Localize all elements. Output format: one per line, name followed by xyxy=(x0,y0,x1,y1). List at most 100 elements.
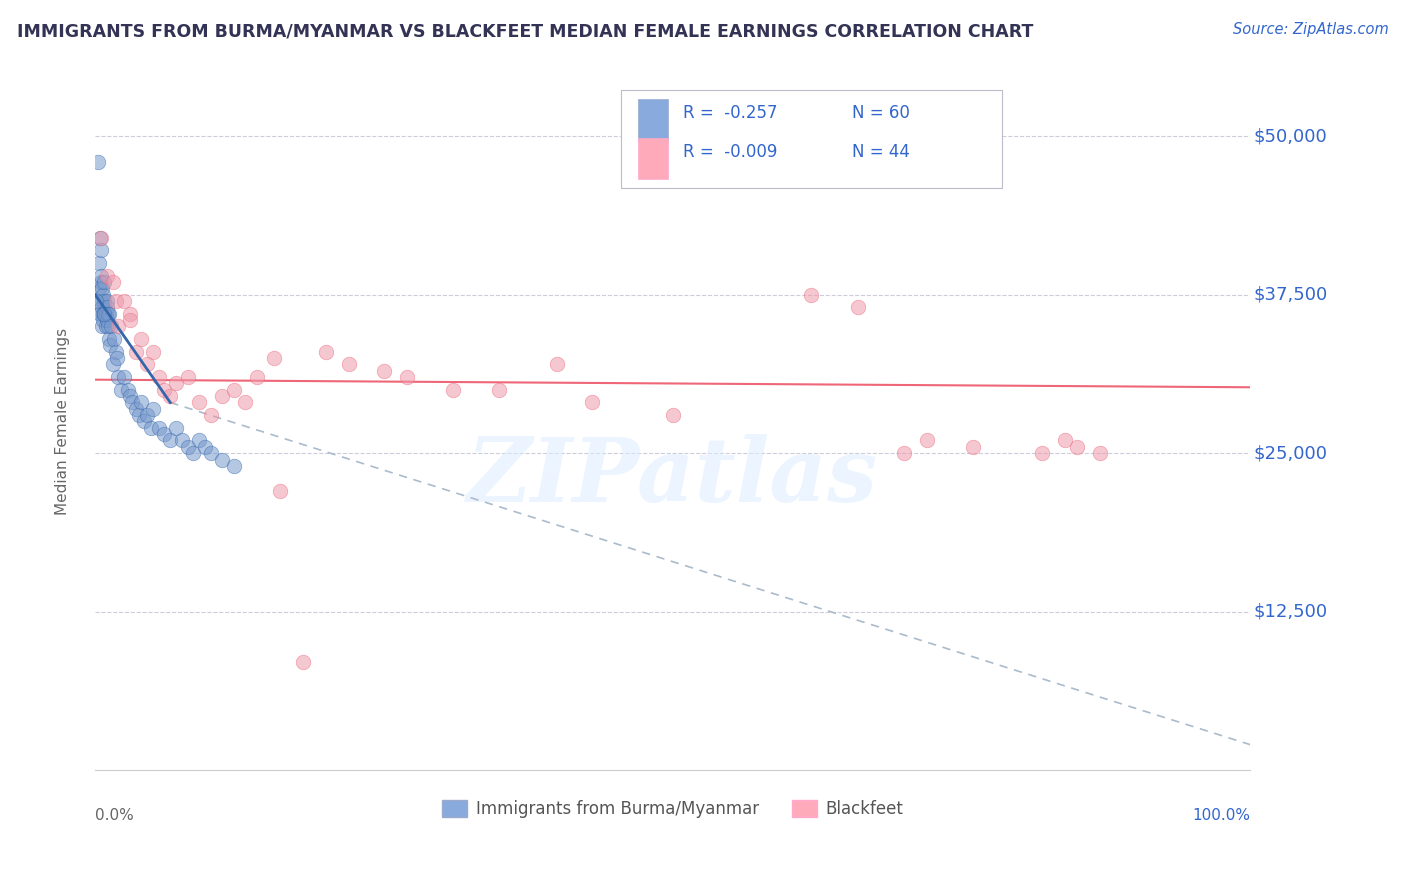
Point xyxy=(91,281,114,295)
Point xyxy=(222,383,245,397)
Point xyxy=(1031,446,1053,460)
Point xyxy=(112,294,135,309)
Point xyxy=(97,319,120,334)
Text: 100.0%: 100.0% xyxy=(1192,808,1250,823)
Point xyxy=(93,275,115,289)
Point xyxy=(142,401,165,416)
Point xyxy=(176,440,198,454)
Point xyxy=(90,244,112,258)
Point xyxy=(96,301,118,315)
Point xyxy=(98,338,121,352)
Point xyxy=(211,389,233,403)
Point xyxy=(132,415,155,429)
Point xyxy=(112,370,135,384)
Point xyxy=(89,307,111,321)
Point xyxy=(396,370,419,384)
Point xyxy=(87,281,110,295)
Point xyxy=(89,231,111,245)
Text: N = 60: N = 60 xyxy=(852,104,910,122)
Point xyxy=(153,383,176,397)
Point xyxy=(128,408,150,422)
Point xyxy=(148,370,170,384)
Legend: Immigrants from Burma/Myanmar, Blackfeet: Immigrants from Burma/Myanmar, Blackfeet xyxy=(436,793,910,824)
Point xyxy=(86,154,108,169)
Point xyxy=(142,344,165,359)
Text: Median Female Earnings: Median Female Earnings xyxy=(55,328,70,515)
Point xyxy=(90,268,112,283)
Point xyxy=(90,275,112,289)
Point xyxy=(86,294,108,309)
Point xyxy=(98,307,121,321)
Point xyxy=(1066,440,1088,454)
Point xyxy=(103,332,125,346)
Point xyxy=(183,446,205,460)
Point xyxy=(246,370,269,384)
Point xyxy=(269,484,291,499)
Text: $50,000: $50,000 xyxy=(1254,128,1327,145)
Point xyxy=(200,446,222,460)
Point xyxy=(98,332,121,346)
Point xyxy=(97,307,120,321)
Point xyxy=(96,294,118,309)
Point xyxy=(139,421,162,435)
Point xyxy=(96,268,118,283)
Point xyxy=(1088,446,1111,460)
FancyBboxPatch shape xyxy=(620,90,1002,188)
Point xyxy=(200,408,222,422)
Point xyxy=(90,231,112,245)
Point xyxy=(441,383,464,397)
Point xyxy=(159,389,181,403)
Point xyxy=(153,427,176,442)
Point xyxy=(105,351,128,365)
Point xyxy=(136,408,159,422)
Point xyxy=(165,376,187,391)
Text: R =  -0.009: R = -0.009 xyxy=(683,143,778,161)
Text: $12,500: $12,500 xyxy=(1254,603,1327,621)
Point xyxy=(188,395,211,409)
Point xyxy=(94,307,117,321)
Point xyxy=(661,408,683,422)
Text: $37,500: $37,500 xyxy=(1254,285,1327,304)
Point xyxy=(546,358,568,372)
Point xyxy=(188,434,211,448)
Point xyxy=(148,421,170,435)
Point xyxy=(165,421,187,435)
Text: R =  -0.257: R = -0.257 xyxy=(683,104,778,122)
Point xyxy=(107,370,129,384)
Point xyxy=(96,313,118,327)
FancyBboxPatch shape xyxy=(638,100,668,141)
Point xyxy=(91,287,114,301)
Text: IMMIGRANTS FROM BURMA/MYANMAR VS BLACKFEET MEDIAN FEMALE EARNINGS CORRELATION CH: IMMIGRANTS FROM BURMA/MYANMAR VS BLACKFE… xyxy=(17,22,1033,40)
Point xyxy=(337,358,360,372)
Point xyxy=(118,307,141,321)
Point xyxy=(101,358,124,372)
Point xyxy=(1054,434,1077,448)
Text: Source: ZipAtlas.com: Source: ZipAtlas.com xyxy=(1233,22,1389,37)
Point xyxy=(315,344,337,359)
Point xyxy=(962,440,984,454)
Text: N = 44: N = 44 xyxy=(852,143,910,161)
Point xyxy=(800,287,823,301)
FancyBboxPatch shape xyxy=(638,137,668,179)
Point xyxy=(91,307,114,321)
Point xyxy=(159,434,181,448)
Point xyxy=(233,395,256,409)
Point xyxy=(118,313,141,327)
Point xyxy=(170,434,193,448)
Text: $25,000: $25,000 xyxy=(1254,444,1327,462)
Point xyxy=(94,319,117,334)
Point xyxy=(124,401,146,416)
Point xyxy=(131,332,153,346)
Point xyxy=(488,383,510,397)
Point xyxy=(263,351,285,365)
Point xyxy=(91,301,114,315)
Point xyxy=(107,319,129,334)
Point xyxy=(101,275,124,289)
Point xyxy=(117,383,139,397)
Point xyxy=(93,307,115,321)
Point xyxy=(211,452,233,467)
Point xyxy=(136,358,159,372)
Point xyxy=(104,294,127,309)
Point xyxy=(915,434,938,448)
Point xyxy=(373,364,395,378)
